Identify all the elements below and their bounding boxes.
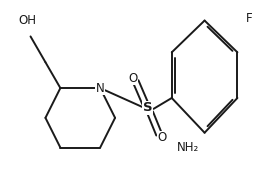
Text: O: O [128, 72, 137, 85]
Text: NH₂: NH₂ [177, 141, 199, 154]
Text: N: N [96, 82, 105, 95]
Text: OH: OH [19, 14, 36, 27]
Text: F: F [246, 12, 253, 25]
Text: S: S [143, 101, 153, 114]
Text: O: O [157, 131, 167, 144]
